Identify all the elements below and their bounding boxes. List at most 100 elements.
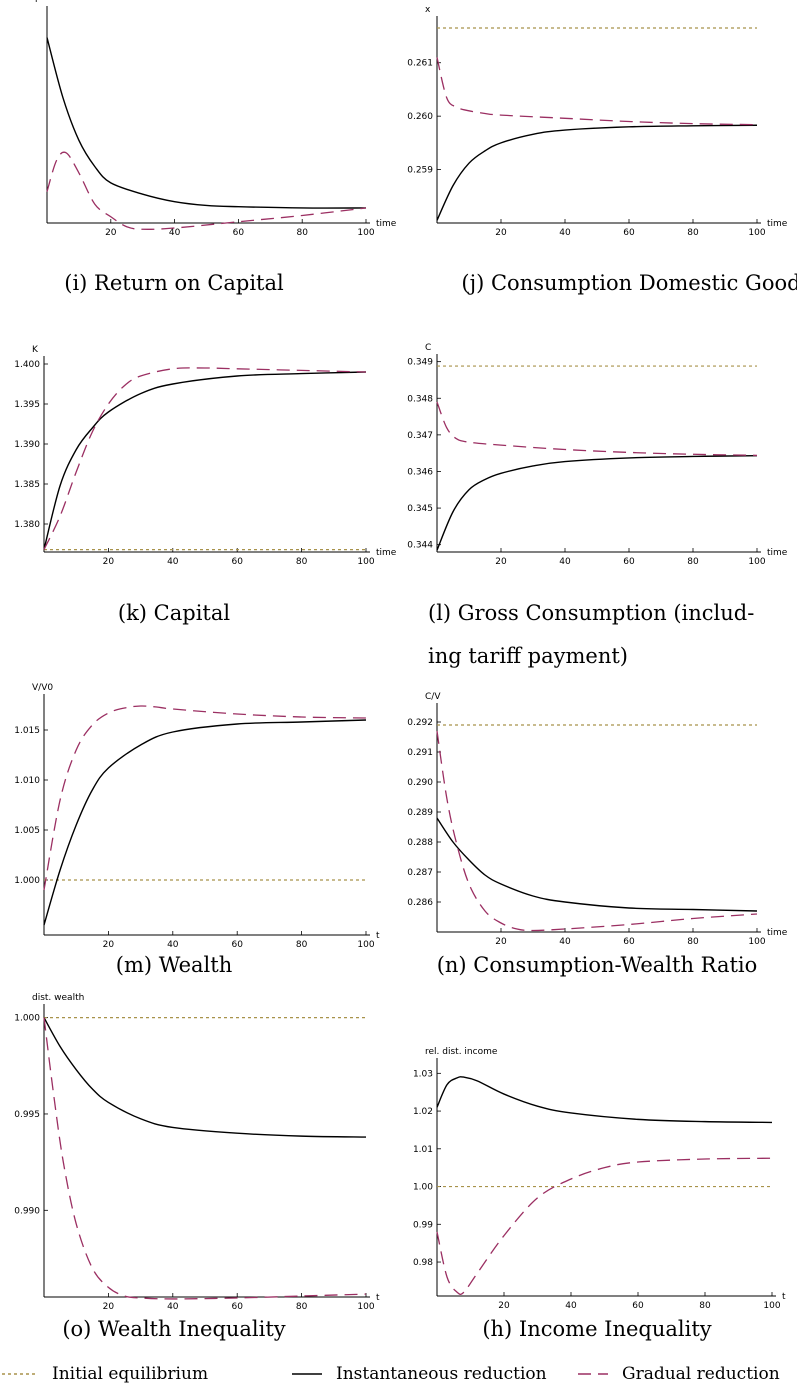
chart-panel-7: 0.98 0.99 1.00 1.01 1.02 1.03 20 40 60 80 100 rel. … — [413, 1047, 786, 1341]
legend: Initial equilibrium Instantaneous reducti… — [2, 1364, 780, 1384]
x-tick-label: 20 — [495, 557, 507, 567]
x-tick-label: 100 — [357, 557, 374, 567]
y-tick-label: 0.288 — [407, 838, 433, 848]
panel-caption: (n) Consumption-Wealth Ratio — [437, 953, 758, 977]
x-tick-label: 20 — [103, 1302, 115, 1312]
x-tick-label: 20 — [103, 557, 115, 567]
y-tick-label: 1.010 — [14, 776, 40, 786]
chart-panel-2: 1.380 1.385 1.390 1.395 1.400 20 40 60 80 100 Ktim… — [14, 345, 397, 625]
instantaneous-reduction-line — [436, 1076, 773, 1124]
y-tick-label: 0.349 — [407, 358, 433, 368]
y-axis-label: rel. dist. income — [425, 1047, 498, 1057]
y-tick-label: 0.287 — [407, 868, 433, 878]
x-tick-label: 20 — [105, 228, 117, 238]
y-tick-label: 1.400 — [14, 360, 40, 370]
y-tick-label: 0.290 — [407, 778, 433, 788]
x-axis-label: t — [782, 1292, 786, 1302]
y-tick-label: 1.000 — [14, 1014, 40, 1024]
y-tick-label: 0.259 — [407, 166, 433, 176]
panel-caption: (j) Consumption Domestic Good — [461, 271, 797, 295]
x-tick-label: 80 — [687, 228, 699, 238]
x-tick-label: 80 — [296, 940, 308, 950]
instantaneous-reduction-line — [43, 371, 367, 550]
y-tick-label: 0.346 — [407, 467, 433, 477]
x-tick-label: 80 — [296, 1302, 308, 1312]
panel-caption: (m) Wealth — [116, 953, 232, 977]
y-axis-label: K — [32, 345, 39, 355]
chart-panel-0: 0.06000.06020.06040.06060.06080.06100.06… — [35, 0, 397, 295]
y-tick-label: 0.345 — [407, 504, 433, 514]
y-tick-label: 0.990 — [14, 1206, 40, 1216]
x-tick-label: 80 — [687, 557, 699, 567]
y-tick-label: 1.01 — [413, 1145, 433, 1155]
x-tick-label: 40 — [565, 1301, 577, 1311]
panel-caption: (h) Income Inequality — [482, 1317, 711, 1341]
chart-panel-1: 0.259 0.260 0.261 20 40 60 80 100 x time (j) Consu… — [407, 5, 797, 295]
x-tick-label: 60 — [632, 1301, 644, 1311]
y-tick-label: 1.015 — [14, 726, 40, 736]
instantaneous-reduction-line — [436, 817, 758, 912]
y-tick-label: 0.347 — [407, 431, 433, 441]
y-tick-label: 0.291 — [407, 748, 433, 758]
panel-caption: (l) Gross Consumption (includ- — [428, 601, 754, 625]
x-tick-label: 60 — [231, 1302, 243, 1312]
x-tick-label: 60 — [231, 940, 243, 950]
y-axis-label: x — [425, 5, 431, 15]
panel-caption: (i) Return on Capital — [64, 271, 284, 295]
x-tick-label: 40 — [169, 228, 181, 238]
x-tick-label: 60 — [623, 228, 635, 238]
y-tick-label: 0.286 — [407, 898, 433, 908]
y-tick-label: 1.00 — [413, 1183, 433, 1193]
y-tick-label: 1.385 — [14, 480, 40, 490]
x-tick-label: 80 — [687, 937, 699, 947]
x-axis-label: time — [376, 548, 397, 558]
x-tick-label: 20 — [103, 940, 115, 950]
x-tick-label: 100 — [357, 228, 374, 238]
y-axis-label: C — [425, 343, 431, 353]
x-axis-label: time — [376, 219, 397, 229]
x-tick-label: 100 — [357, 1302, 374, 1312]
gradual-reduction-line — [436, 57, 758, 126]
x-tick-label: 80 — [296, 557, 308, 567]
y-tick-label: 0.261 — [407, 59, 433, 69]
x-tick-label: 40 — [559, 228, 571, 238]
panel-caption: ing tariff payment) — [428, 644, 628, 668]
y-tick-label: 0.995 — [14, 1110, 40, 1120]
x-tick-label: 60 — [623, 937, 635, 947]
y-axis-label: V/V0 — [32, 683, 53, 693]
y-tick-label: 0.260 — [407, 112, 433, 122]
x-axis-label: time — [767, 548, 788, 558]
x-tick-label: 40 — [167, 940, 179, 950]
chart-panel-6: 0.990 0.995 1.000 20 40 60 80 100 dist. wealth t (… — [14, 993, 380, 1341]
panel-caption: (k) Capital — [118, 601, 230, 625]
x-tick-label: 60 — [623, 557, 635, 567]
y-tick-label: 1.395 — [14, 400, 40, 410]
gradual-reduction-line — [43, 367, 367, 550]
instantaneous-reduction-line — [43, 719, 367, 926]
x-tick-label: 60 — [231, 557, 243, 567]
gradual-reduction-line — [43, 705, 367, 891]
x-tick-label: 100 — [748, 228, 765, 238]
x-tick-label: 40 — [559, 557, 571, 567]
x-tick-label: 20 — [498, 1301, 510, 1311]
y-tick-label: 0.98 — [413, 1258, 433, 1268]
x-tick-label: 80 — [699, 1301, 711, 1311]
y-tick-label: 0.99 — [413, 1220, 433, 1230]
gradual-reduction-line — [436, 1157, 773, 1295]
gradual-reduction-line — [43, 1017, 367, 1300]
instantaneous-reduction-line — [436, 455, 758, 551]
y-tick-label: 0.344 — [407, 541, 433, 551]
gradual-reduction-line — [436, 730, 758, 932]
instantaneous-reduction-line — [46, 37, 367, 209]
x-tick-label: 20 — [495, 937, 507, 947]
gradual-reduction-line — [436, 401, 758, 457]
panel-caption: (o) Wealth Inequality — [62, 1317, 285, 1341]
legend-label: Instantaneous reduction — [336, 1364, 547, 1384]
x-axis-label: time — [767, 219, 788, 229]
y-axis-label: dist. wealth — [32, 993, 84, 1003]
legend-label: Initial equilibrium — [52, 1364, 208, 1384]
instantaneous-reduction-line — [436, 124, 758, 221]
y-tick-label: 1.380 — [14, 520, 40, 530]
x-tick-label: 100 — [748, 937, 765, 947]
